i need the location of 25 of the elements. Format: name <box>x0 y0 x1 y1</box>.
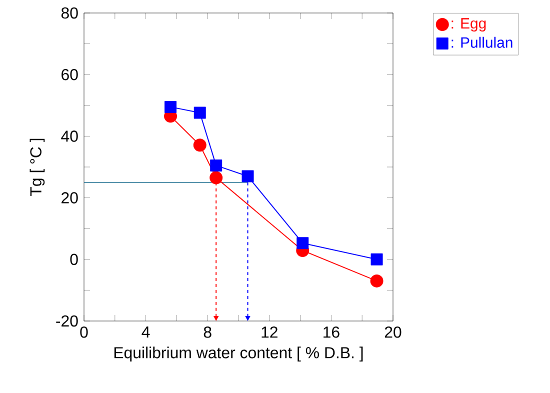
point <box>296 237 309 250</box>
y-tick-label: 20 <box>62 192 78 204</box>
y-tick-label: 80 <box>61 7 78 19</box>
x-axis-title: Equilibrium water content [ % D.B. ] <box>114 346 363 362</box>
point <box>370 253 383 266</box>
point <box>194 106 206 119</box>
x-tick-label: 16 <box>324 326 340 338</box>
y-tick-label: 0 <box>70 254 78 266</box>
y-tick-label: 40 <box>61 130 78 142</box>
y-tick-label: -20 <box>56 315 78 327</box>
legend-label: : Pullulan <box>452 36 512 48</box>
point <box>210 159 222 172</box>
y-axis-title: Tg [ °C ] <box>30 138 45 196</box>
x-tick-label: 12 <box>262 326 278 338</box>
point <box>193 138 206 152</box>
point <box>164 100 177 113</box>
x-tick-label: 20 <box>384 326 402 338</box>
x-tick-label: 0 <box>80 326 88 338</box>
legend-label: : Egg <box>452 18 486 32</box>
x-tick-label: 8 <box>204 326 212 338</box>
y-tick-label: 60 <box>62 68 78 80</box>
point <box>370 274 384 288</box>
point <box>210 171 223 184</box>
x-tick-label: 4 <box>142 326 150 338</box>
point <box>242 170 254 182</box>
